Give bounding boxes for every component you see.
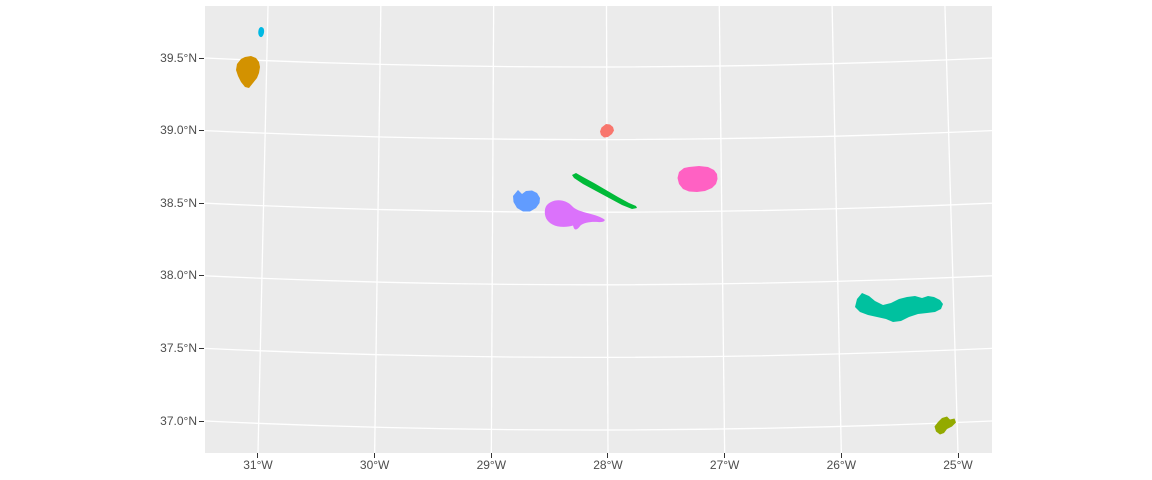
x-tick-label: 26°W	[826, 458, 857, 472]
gridline-parallel	[205, 347, 992, 359]
island-flores	[236, 56, 260, 88]
plot-panel	[205, 6, 992, 453]
gridline-parallel	[205, 129, 992, 141]
gridline-meridian	[374, 6, 382, 453]
x-tick-label: 29°W	[476, 458, 507, 472]
y-tick-mark	[199, 420, 204, 422]
y-tick-label: 37.0°N	[160, 413, 197, 428]
gridline-meridian	[490, 6, 495, 453]
x-tick-mark	[374, 453, 376, 458]
gridline-parallel	[205, 202, 992, 213]
island-faial	[513, 190, 540, 212]
y-tick-mark	[199, 202, 204, 204]
y-tick-label: 38.0°N	[160, 268, 197, 283]
island-graciosa	[600, 124, 614, 138]
island-terceira	[677, 166, 718, 192]
island-sao-miguel	[855, 293, 943, 322]
y-tick-label: 37.5°N	[160, 340, 197, 355]
gridline-parallel	[205, 275, 992, 286]
y-tick-mark	[199, 130, 204, 132]
x-tick-mark	[957, 453, 959, 458]
gridline-meridian	[944, 6, 959, 453]
gridline-meridian	[718, 6, 726, 453]
island-sao-jorge	[572, 173, 637, 209]
y-tick-label: 38.5°N	[160, 195, 197, 210]
y-tick-label: 39.0°N	[160, 123, 197, 138]
x-tick-label: 30°W	[359, 458, 390, 472]
map-canvas	[205, 6, 992, 453]
x-tick-mark	[490, 453, 492, 458]
island-corvo	[258, 27, 265, 38]
x-tick-mark	[257, 453, 259, 458]
x-tick-mark	[607, 453, 609, 458]
gridline-meridian	[605, 6, 609, 453]
island-pico	[544, 200, 605, 230]
x-tick-label: 25°W	[943, 458, 973, 472]
gridline-parallel	[205, 57, 992, 68]
x-tick-label: 27°W	[709, 458, 740, 472]
x-tick-mark	[840, 453, 842, 458]
y-tick-mark	[199, 275, 204, 277]
island-santa-maria	[934, 416, 956, 435]
y-tick-mark	[199, 57, 204, 59]
x-tick-mark	[724, 453, 726, 458]
y-tick-label: 39.5°N	[160, 50, 197, 65]
gridline-meridian	[257, 6, 269, 453]
y-tick-mark	[199, 347, 204, 349]
x-tick-label: 31°W	[243, 458, 273, 472]
gridline-parallel	[205, 420, 992, 431]
x-tick-label: 28°W	[593, 458, 623, 472]
gridline-meridian	[831, 6, 842, 453]
